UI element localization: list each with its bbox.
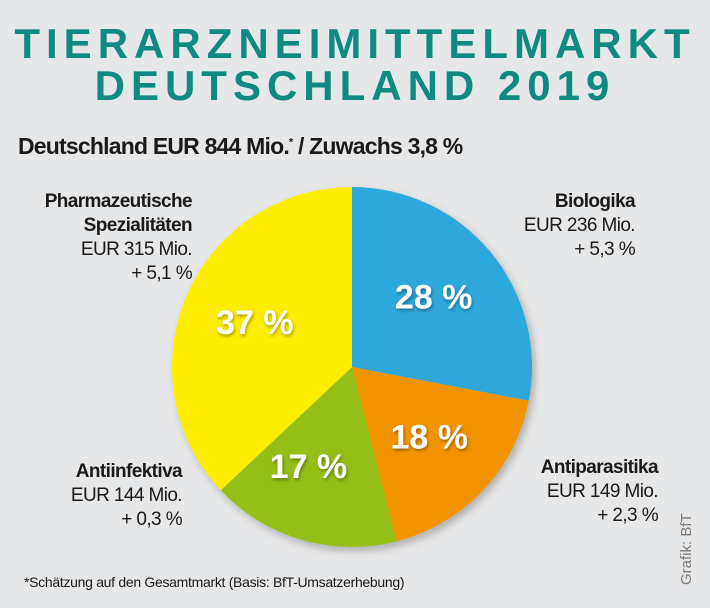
pie-slice-label-3: 17 %: [270, 448, 348, 486]
pie-slice-4: [171, 187, 352, 491]
pie-slice-label-2: 18 %: [391, 419, 469, 457]
antiparasitika-growth: + 2,3 %: [597, 505, 658, 526]
pie-slice-label-1: 28 %: [395, 278, 473, 316]
pie-slice-2: [352, 367, 529, 542]
legend-antiparasitika: Antiparasitika EUR 149 Mio. + 2,3 %: [490, 456, 659, 528]
pharma-growth: + 5,1 %: [131, 263, 192, 284]
antiinfektiva-name: Antiinfektiva: [75, 461, 183, 482]
antiparasitika-name: Antiparasitika: [540, 457, 659, 478]
legend-pharma: Pharmazeutische Spezialitäten EUR 315 Mi…: [12, 190, 193, 286]
pharma-name-line2: Spezialitäten: [83, 215, 193, 236]
subtitle-total: Deutschland EUR 844 Mio.: [18, 133, 290, 159]
subtitle-footnote-mark: *: [288, 136, 293, 149]
graphic-credit: Grafik: BfT: [678, 513, 695, 585]
chart-title-line2: DEUTSCHLAND 2019: [94, 62, 616, 109]
antiinfektiva-amount: EUR 144 Mio.: [70, 485, 183, 506]
pie-slice-3: [220, 367, 397, 548]
biologika-amount: EUR 236 Mio.: [523, 215, 636, 236]
pharma-amount: EUR 315 Mio.: [80, 239, 193, 260]
chart-subtitle: Deutschland EUR 844 Mio.* / Zuwachs 3,8 …: [18, 133, 463, 160]
legend-biologika: Biologika EUR 236 Mio. + 5,3 %: [480, 190, 636, 262]
chart-title-line1: TIERARZNEIMITTELMARKT: [14, 20, 696, 67]
antiinfektiva-growth: + 0,3 %: [121, 509, 182, 530]
biologika-name: Biologika: [554, 191, 636, 212]
pie-slice-1: [352, 187, 533, 401]
pharma-name-line1: Pharmazeutische: [44, 191, 193, 212]
biologika-growth: + 5,3 %: [574, 239, 635, 260]
pie-slice-label-4: 37 %: [216, 304, 294, 342]
footnote: *Schätzung auf den Gesamtmarkt (Basis: B…: [24, 574, 405, 590]
legend-antiinfektiva: Antiinfektiva EUR 144 Mio. + 0,3 %: [30, 460, 183, 532]
subtitle-growth: / Zuwachs 3,8 %: [292, 133, 463, 159]
antiparasitika-amount: EUR 149 Mio.: [546, 481, 659, 502]
